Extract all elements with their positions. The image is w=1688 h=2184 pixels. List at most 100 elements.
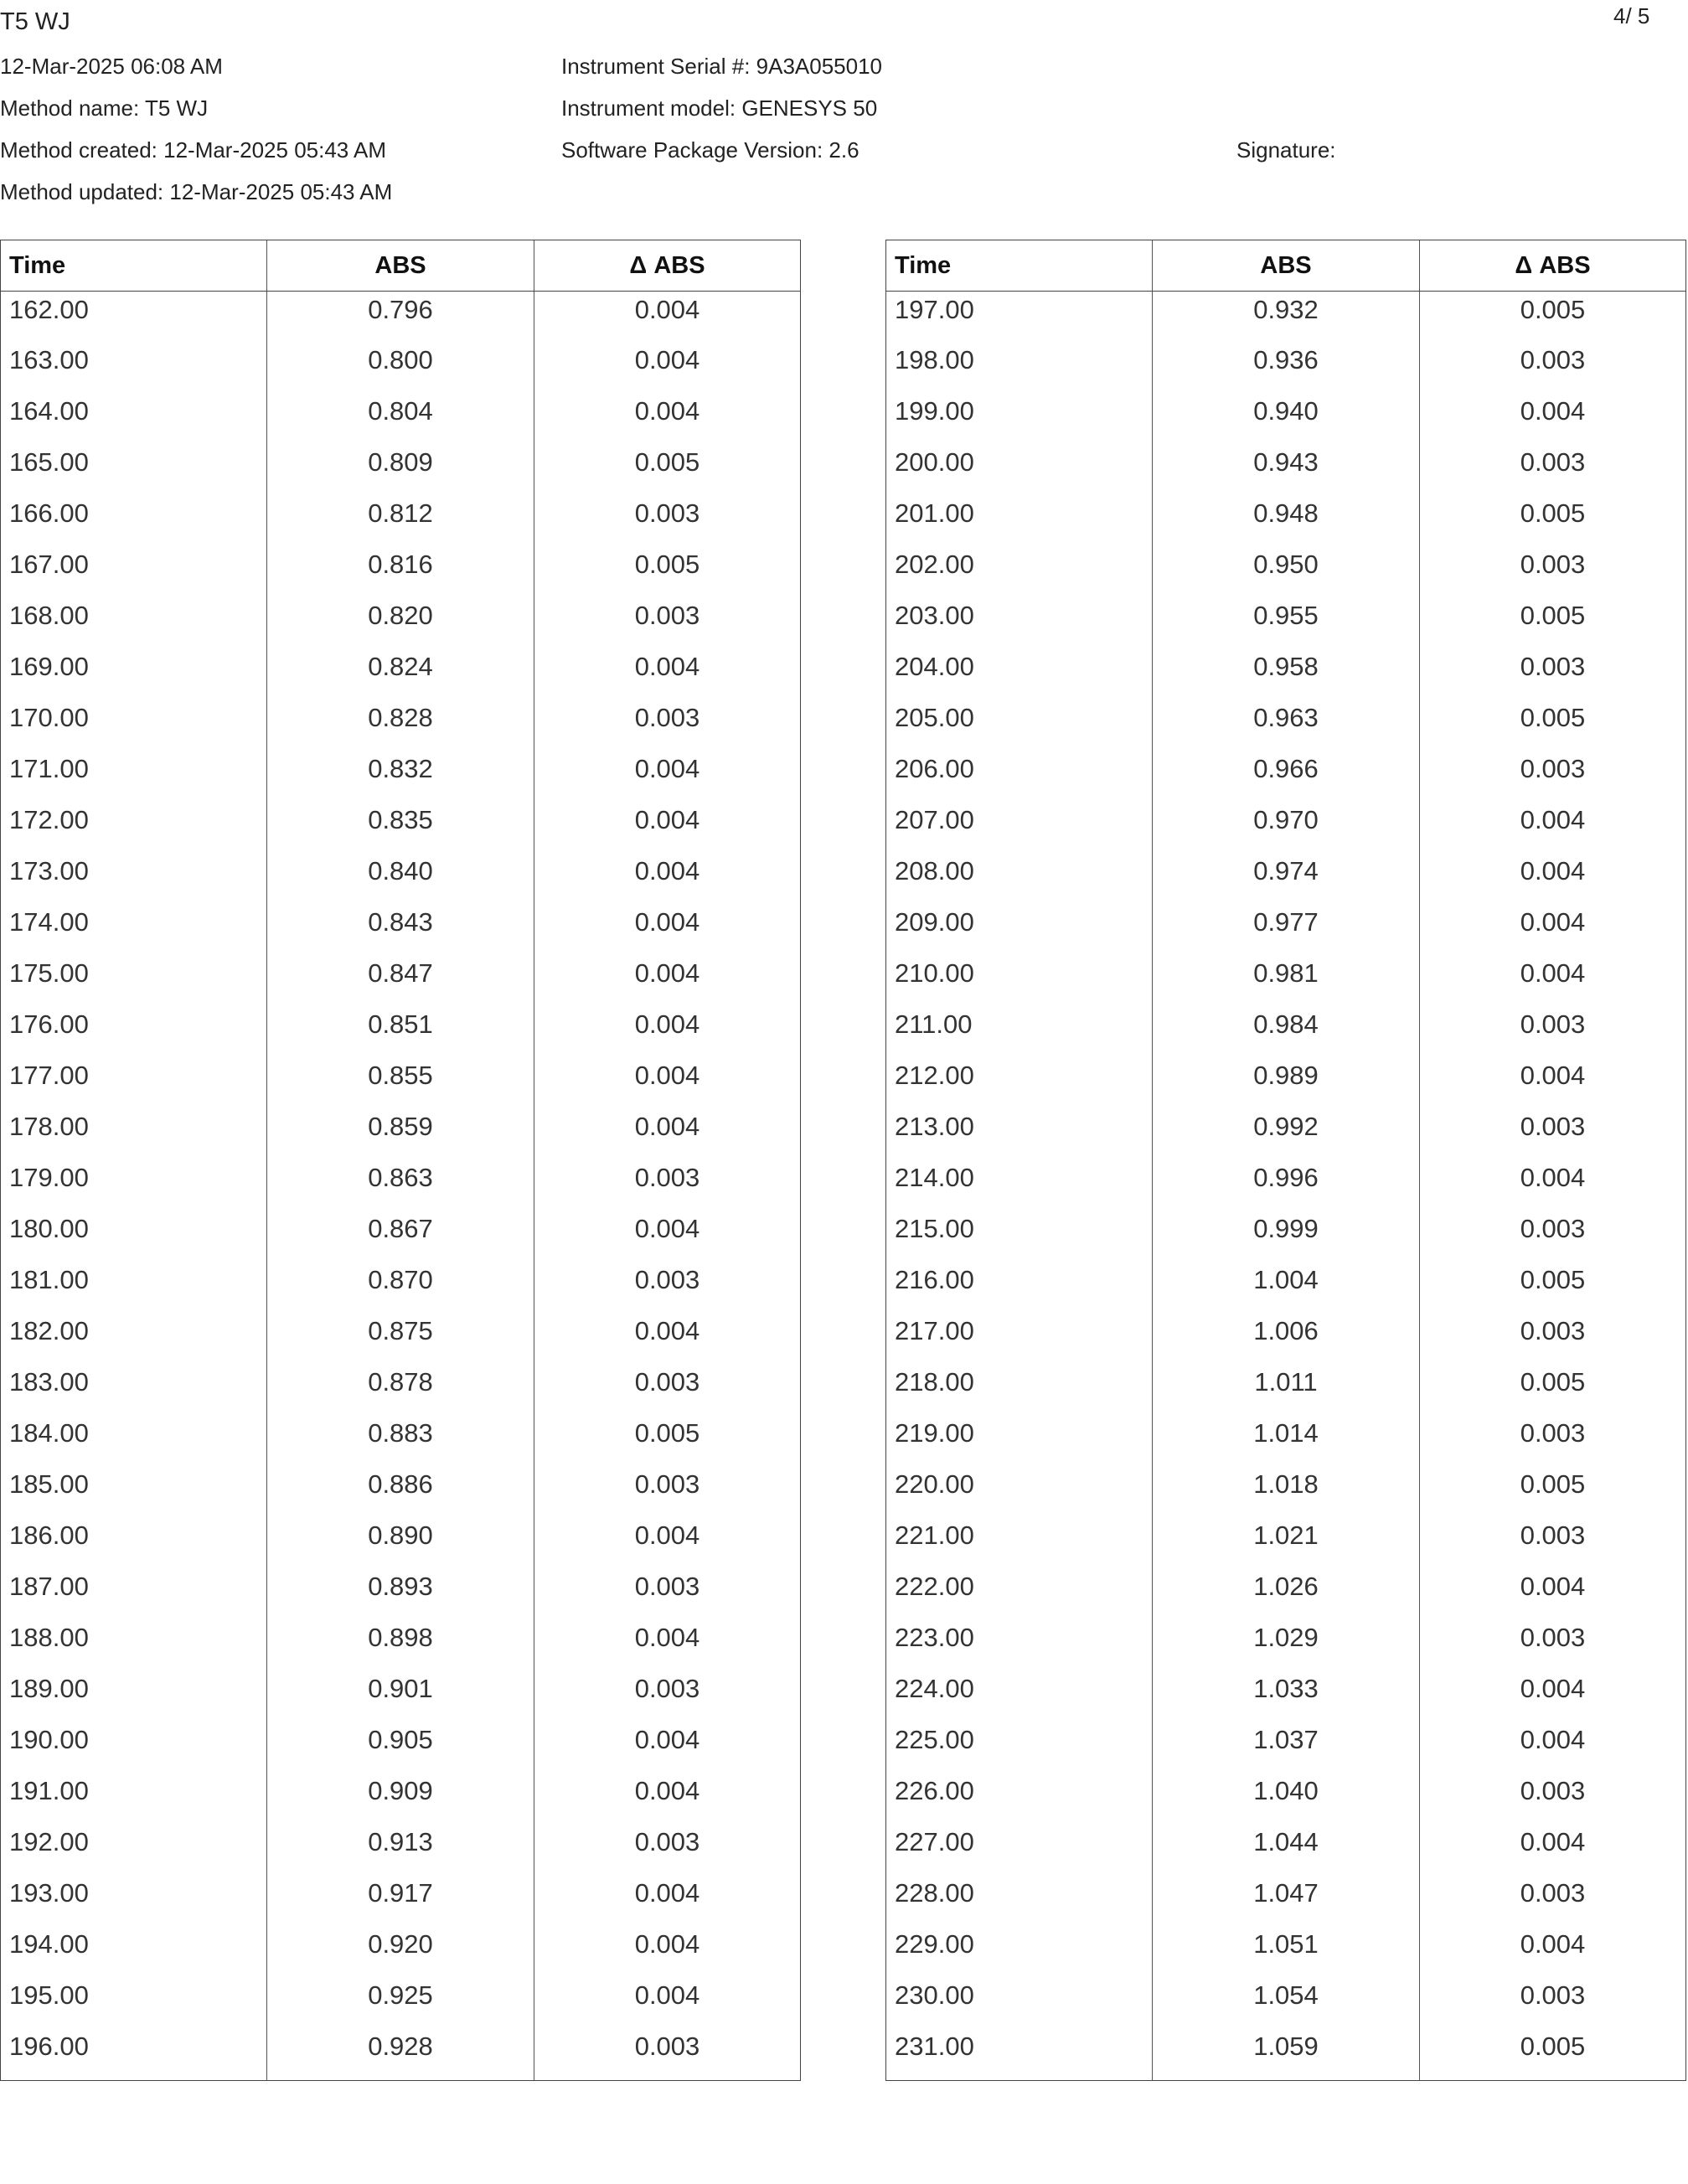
cell-time: 167.00: [1, 547, 267, 598]
table-row: 227.00 1.044 0.004: [886, 1825, 1685, 1876]
cell-time: 166.00: [1, 496, 267, 547]
table-row: 185.00 0.886 0.003: [1, 1467, 800, 1518]
column-header-abs: ABS: [267, 240, 534, 291]
cell-abs: 0.840: [267, 854, 534, 905]
table-header: Time ABS Δ ABS: [886, 240, 1685, 292]
cell-abs: 0.796: [267, 292, 534, 343]
cell-delta-abs: 0.005: [634, 1418, 700, 1448]
cell-time: 173.00: [1, 854, 267, 905]
table-row: 226.00 1.040 0.003: [886, 1774, 1685, 1825]
table-row: 224.00 1.033 0.004: [886, 1671, 1685, 1722]
cell-delta-abs: 0.004: [634, 1112, 700, 1141]
cell-time: 171.00: [1, 751, 267, 803]
table-row: 183.00 0.878 0.003: [1, 1365, 800, 1416]
data-table-left: Time ABS Δ ABS 162.00 0.796 0.004 163.00 0.8…: [0, 240, 801, 2081]
table-row: 218.00 1.011 0.005: [886, 1365, 1685, 1416]
cell-time: 197.00: [886, 292, 1153, 343]
table-row: 172.00 0.835 0.004: [1, 803, 800, 854]
cell-time: 185.00: [1, 1467, 267, 1518]
cell-delta-abs: 0.005: [634, 447, 700, 477]
printed-timestamp: 12-Mar-2025 06:08 AM: [0, 54, 223, 79]
cell-abs: 0.936: [1153, 343, 1420, 394]
table-row: 228.00 1.047 0.003: [886, 1876, 1685, 1927]
cell-abs: 1.021: [1153, 1518, 1420, 1569]
cell-abs: 1.029: [1153, 1620, 1420, 1671]
table-row: 222.00 1.026 0.004: [886, 1569, 1685, 1620]
cell-abs: 1.014: [1153, 1416, 1420, 1467]
cell-delta-abs: 0.004: [634, 754, 700, 783]
cell-delta-abs: 0.003: [1520, 1521, 1586, 1550]
cell-abs: 0.917: [267, 1876, 534, 1927]
cell-delta-abs: 0.004: [1520, 958, 1586, 988]
cell-delta-abs: 0.005: [1520, 498, 1586, 528]
cell-time: 198.00: [886, 343, 1153, 394]
cell-time: 190.00: [1, 1722, 267, 1774]
cell-abs: 0.901: [267, 1671, 534, 1722]
table-row: 174.00 0.843 0.004: [1, 905, 800, 956]
cell-time: 222.00: [886, 1569, 1153, 1620]
column-header-abs: ABS: [1153, 240, 1420, 291]
cell-time: 204.00: [886, 649, 1153, 700]
cell-time: 182.00: [1, 1314, 267, 1365]
report-title: T5 WJ: [0, 8, 70, 35]
cell-delta-abs: 0.004: [1520, 1827, 1586, 1856]
cell-time: 209.00: [886, 905, 1153, 956]
table-row: 181.00 0.870 0.003: [1, 1262, 800, 1314]
table-row: 202.00 0.950 0.003: [886, 547, 1685, 598]
cell-delta-abs: 0.003: [634, 498, 700, 528]
cell-delta-abs: 0.004: [1520, 1674, 1586, 1703]
cell-delta-abs: 0.003: [1520, 1623, 1586, 1652]
cell-time: 172.00: [1, 803, 267, 854]
column-header-time: Time: [1, 240, 267, 291]
cell-abs: 1.040: [1153, 1774, 1420, 1825]
cell-time: 205.00: [886, 700, 1153, 751]
cell-delta-abs: 0.004: [634, 958, 700, 988]
cell-delta-abs: 0.004: [1520, 805, 1586, 834]
cell-abs: 0.886: [267, 1467, 534, 1518]
table-row: 216.00 1.004 0.005: [886, 1262, 1685, 1314]
table-row: 206.00 0.966 0.003: [886, 751, 1685, 803]
cell-time: 194.00: [1, 1927, 267, 1978]
table-row: 212.00 0.989 0.004: [886, 1058, 1685, 1109]
cell-delta-abs: 0.004: [1520, 396, 1586, 426]
cell-time: 199.00: [886, 394, 1153, 445]
cell-time: 162.00: [1, 292, 267, 343]
data-table-right: Time ABS Δ ABS 197.00 0.932 0.005 198.00 0.9…: [885, 240, 1686, 2081]
table-row: 217.00 1.006 0.003: [886, 1314, 1685, 1365]
table-row: 197.00 0.932 0.005: [886, 292, 1685, 343]
cell-time: 212.00: [886, 1058, 1153, 1109]
cell-delta-abs: 0.004: [634, 1776, 700, 1805]
cell-abs: 0.835: [267, 803, 534, 854]
cell-time: 176.00: [1, 1007, 267, 1058]
table-row: 193.00 0.917 0.004: [1, 1876, 800, 1927]
method-name: Method name: T5 WJ: [0, 96, 209, 121]
table-row: 179.00 0.863 0.003: [1, 1160, 800, 1211]
cell-abs: 0.859: [267, 1109, 534, 1160]
cell-abs: 0.812: [267, 496, 534, 547]
cell-time: 165.00: [1, 445, 267, 496]
cell-delta-abs: 0.003: [1520, 345, 1586, 374]
table-row: 192.00 0.913 0.003: [1, 1825, 800, 1876]
cell-time: 177.00: [1, 1058, 267, 1109]
cell-abs: 0.804: [267, 394, 534, 445]
table-row: 199.00 0.940 0.004: [886, 394, 1685, 445]
cell-delta-abs: 0.003: [1520, 1878, 1586, 1908]
instrument-model: Instrument model: GENESYS 50: [561, 96, 878, 121]
cell-time: 195.00: [1, 1978, 267, 2029]
cell-delta-abs: 0.003: [1520, 1214, 1586, 1243]
cell-abs: 0.863: [267, 1160, 534, 1211]
cell-time: 181.00: [1, 1262, 267, 1314]
cell-time: 203.00: [886, 598, 1153, 649]
method-updated: Method updated: 12-Mar-2025 05:43 AM: [0, 179, 393, 204]
table-header: Time ABS Δ ABS: [1, 240, 800, 292]
cell-delta-abs: 0.004: [634, 805, 700, 834]
cell-delta-abs: 0.005: [1520, 1469, 1586, 1499]
table-row: 201.00 0.948 0.005: [886, 496, 1685, 547]
table-row: 225.00 1.037 0.004: [886, 1722, 1685, 1774]
cell-abs: 0.981: [1153, 956, 1420, 1007]
cell-delta-abs: 0.003: [634, 1367, 700, 1397]
table-row: 207.00 0.970 0.004: [886, 803, 1685, 854]
cell-time: 213.00: [886, 1109, 1153, 1160]
cell-abs: 0.898: [267, 1620, 534, 1671]
cell-abs: 0.867: [267, 1211, 534, 1262]
